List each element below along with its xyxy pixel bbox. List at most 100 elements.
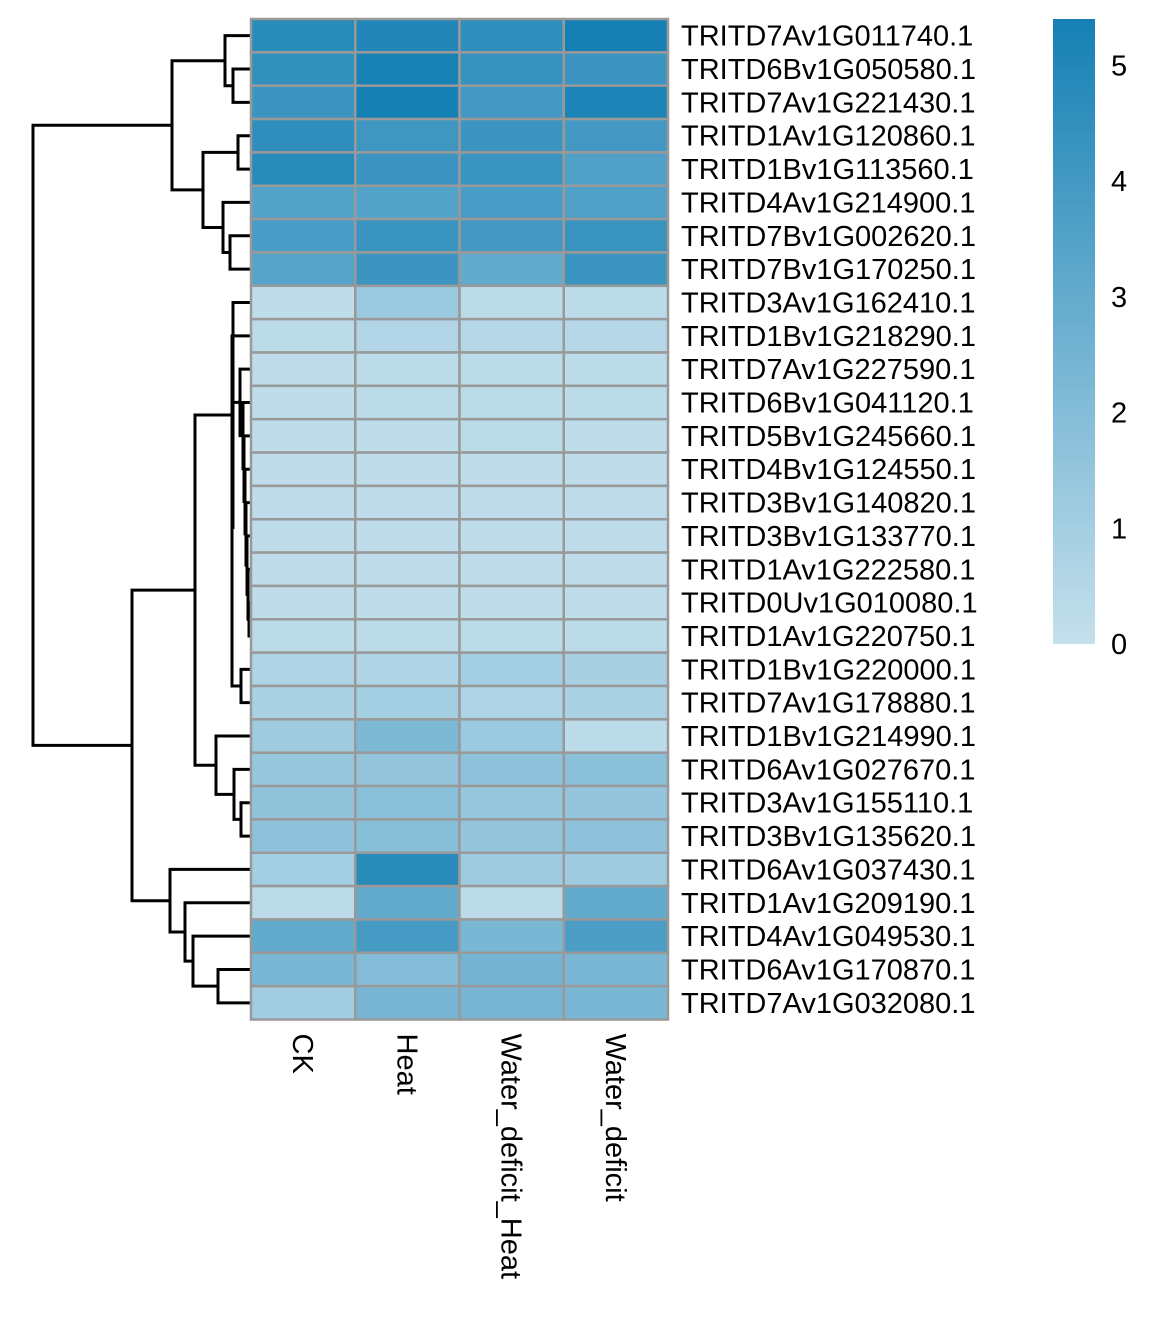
dendrogram-branch — [183, 901, 251, 963]
heatmap-cell — [562, 751, 670, 788]
row-label: TRITD7Av1G011740.1 — [681, 21, 973, 53]
heatmap-cell — [562, 618, 670, 654]
color-scale-legend: 0 1 2 3 4 5 — [1053, 19, 1127, 661]
heatmap-cell — [458, 217, 565, 254]
row-label: TRITD3Av1G162410.1 — [681, 287, 975, 319]
heatmap-cell — [249, 384, 357, 421]
heatmap-cell — [354, 718, 461, 754]
heatmap-cell — [458, 51, 565, 87]
dendrogram-branch — [193, 413, 233, 767]
heatmap-cell — [354, 984, 461, 1021]
heatmap-cell — [458, 351, 565, 388]
heatmap-cell — [354, 84, 461, 121]
heatmap-cell — [562, 117, 670, 154]
heatmap-cell — [249, 417, 357, 454]
heatmap-cell — [249, 951, 357, 988]
heatmap-cell — [458, 618, 565, 654]
heatmap-cell — [562, 51, 670, 87]
heatmap-cell — [354, 217, 461, 254]
heatmap-cell — [249, 551, 357, 588]
heatmap-cell — [458, 317, 565, 354]
dendrogram-branch — [223, 34, 251, 88]
heatmap-cell — [458, 751, 565, 788]
color-scale-tick-label: 5 — [1111, 50, 1127, 82]
heatmap-cell — [458, 17, 565, 54]
heatmap-cell — [354, 684, 461, 721]
heatmap-cell — [354, 751, 461, 788]
heatmap-cell — [458, 851, 565, 888]
heatmap-cell — [249, 317, 357, 354]
heatmap-cell — [562, 951, 670, 988]
row-label: TRITD6Bv1G050580.1 — [681, 54, 976, 86]
heatmap-cell — [354, 651, 461, 688]
heatmap-cell — [562, 251, 670, 288]
heatmap-cell — [458, 951, 565, 988]
row-label: TRITD7Bv1G170250.1 — [681, 254, 976, 286]
heatmap-cell — [562, 384, 670, 421]
color-scale-tick-label: 2 — [1111, 398, 1127, 430]
heatmap-cell — [458, 284, 565, 321]
heatmap-cell — [354, 417, 461, 454]
heatmap-cell — [249, 651, 357, 688]
row-label: TRITD7Bv1G002620.1 — [681, 221, 976, 253]
heatmap-cell — [458, 451, 565, 488]
heatmap-cell — [354, 284, 461, 321]
heatmap-cell — [562, 918, 670, 955]
heatmap-cell — [249, 251, 357, 288]
row-label: TRITD3Bv1G135620.1 — [681, 821, 976, 853]
heatmap-cell — [562, 484, 670, 521]
row-label: TRITD1Bv1G218290.1 — [681, 321, 976, 353]
row-label: TRITD7Av1G227590.1 — [681, 354, 975, 386]
heatmap-cell — [354, 17, 461, 54]
row-label: TRITD3Av1G155110.1 — [681, 788, 973, 820]
heatmap-cell — [354, 784, 461, 821]
heatmap-cell — [249, 784, 357, 821]
heatmap-cell — [562, 351, 670, 388]
heatmap-cell — [354, 384, 461, 421]
heatmap-cell — [458, 518, 565, 554]
heatmap-cell — [249, 851, 357, 888]
heatmap-cell — [354, 351, 461, 388]
heatmap-cell — [249, 818, 357, 855]
dendrogram-branch — [216, 967, 251, 1005]
heatmap-cell — [249, 584, 357, 621]
dendrogram-branch — [239, 801, 251, 838]
heatmap-cell — [249, 17, 357, 54]
heatmap-cell — [354, 151, 461, 187]
heatmap-cells — [249, 17, 670, 1021]
heatmap-cell — [458, 784, 565, 821]
heatmap-cell — [249, 184, 357, 221]
heatmap-cell — [354, 51, 461, 87]
color-scale-tick-label: 1 — [1111, 513, 1127, 545]
heatmap-cell — [458, 584, 565, 621]
heatmap-cell — [249, 351, 357, 388]
column-label: CK — [286, 1034, 318, 1075]
heatmap-cell — [249, 117, 357, 154]
row-label: TRITD1Av1G120860.1 — [681, 121, 975, 153]
heatmap-cell — [562, 17, 670, 54]
heatmap-cell — [562, 851, 670, 888]
row-label: TRITD6Bv1G041120.1 — [681, 388, 974, 420]
color-scale-tick-label: 0 — [1111, 629, 1127, 661]
heatmap-cell — [354, 884, 461, 921]
heatmap-cell — [249, 284, 357, 321]
heatmap-cell — [562, 584, 670, 621]
dendrogram-branch — [191, 934, 251, 988]
heatmap-cell — [249, 618, 357, 654]
heatmap-cell — [354, 451, 461, 488]
row-label: TRITD1Bv1G113560.1 — [681, 154, 974, 186]
row-label: TRITD4Av1G214900.1 — [681, 187, 975, 219]
heatmap-cell — [354, 851, 461, 888]
heatmap-cell — [562, 818, 670, 855]
dendrogram-branch — [236, 134, 251, 171]
heatmap-cell — [458, 884, 565, 921]
heatmap-cell — [354, 251, 461, 288]
heatmap-cell — [249, 217, 357, 254]
row-label: TRITD4Av1G049530.1 — [681, 921, 975, 953]
heatmap-cell — [249, 484, 357, 521]
heatmap-cell — [458, 984, 565, 1021]
heatmap-cell — [458, 684, 565, 721]
row-dendrogram — [31, 34, 251, 1005]
